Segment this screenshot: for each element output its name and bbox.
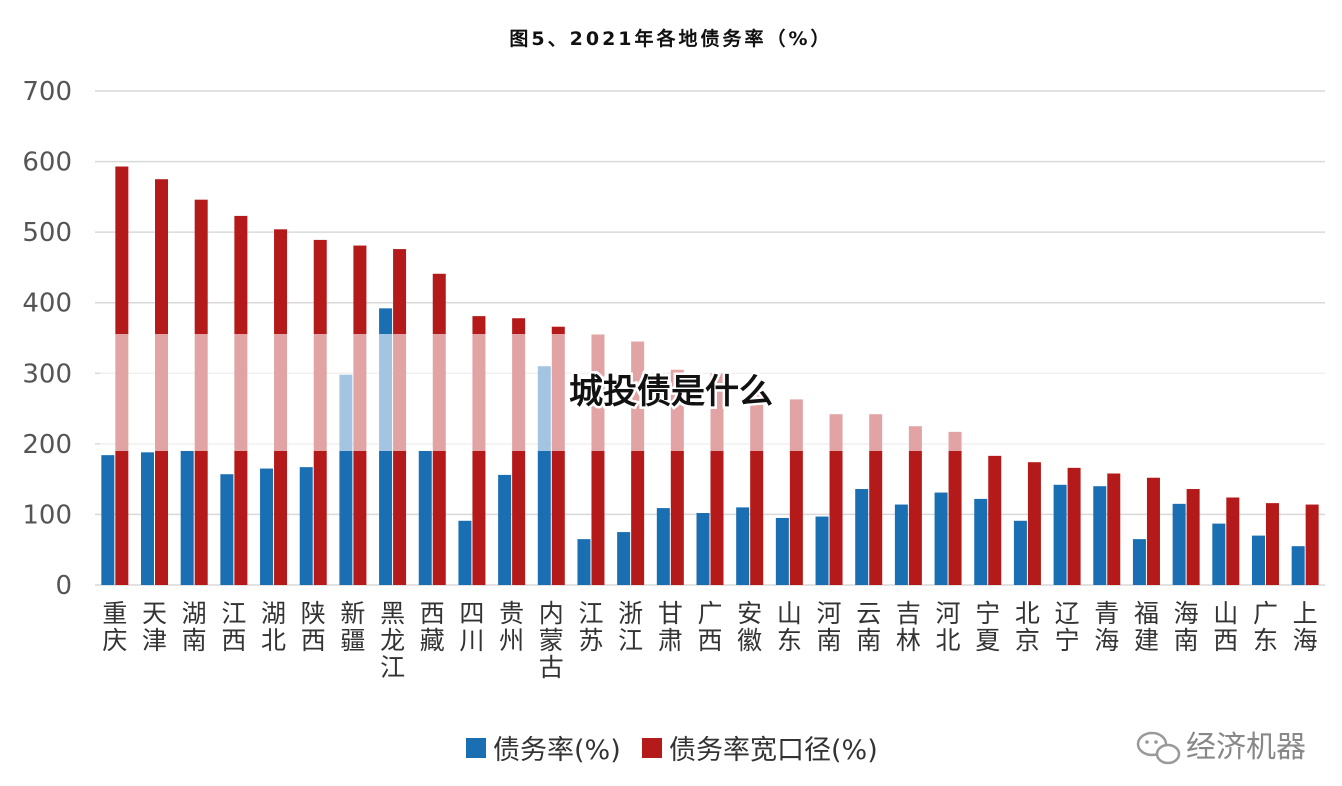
y-tick-label: 300	[22, 359, 72, 389]
bar-debt-rate	[1172, 503, 1186, 585]
y-tick-label: 500	[22, 218, 72, 248]
bar-broad-debt-rate	[1107, 473, 1121, 585]
x-tick-label: 广西	[697, 599, 722, 655]
bar-debt-rate	[180, 450, 194, 585]
x-tick-label: 内蒙古	[539, 599, 564, 682]
x-tick-label: 北京	[1015, 599, 1040, 655]
bar-debt-rate	[696, 513, 710, 585]
legend-swatch-broad-debt-rate	[642, 738, 662, 758]
bar-debt-rate	[1212, 523, 1226, 585]
x-tick-label: 辽宁	[1055, 599, 1080, 655]
legend-label-broad-debt-rate: 债务率宽口径(%)	[669, 735, 878, 766]
x-tick-label: 天津	[142, 599, 167, 655]
bar-broad-debt-rate	[1265, 503, 1279, 585]
bar-debt-rate	[141, 452, 155, 585]
wechat-icon	[1136, 731, 1181, 765]
y-tick-label: 0	[55, 571, 72, 601]
x-tick-label: 黑龙江	[380, 599, 405, 682]
x-tick-label: 安徽	[737, 599, 762, 655]
bar-broad-debt-rate	[948, 431, 962, 585]
bar-debt-rate	[1251, 535, 1265, 585]
bar-broad-debt-rate	[1186, 489, 1200, 585]
x-tick-label: 广东	[1253, 599, 1278, 655]
bar-broad-debt-rate	[1067, 467, 1081, 585]
x-tick-label: 海南	[1174, 599, 1199, 655]
y-tick-label: 600	[22, 148, 72, 178]
x-tick-label: 江苏	[578, 599, 603, 655]
bar-debt-rate	[101, 455, 115, 585]
x-tick-label: 河南	[817, 599, 842, 655]
bar-debt-rate	[894, 504, 908, 585]
x-tick-label: 四川	[459, 599, 484, 655]
bar-debt-rate	[418, 450, 432, 585]
bar-debt-rate	[299, 467, 313, 585]
legend-swatch-debt-rate	[466, 738, 486, 758]
bar-debt-rate	[775, 517, 789, 585]
overlay-caption: 城投债是什么	[569, 372, 773, 412]
x-tick-label: 山西	[1213, 599, 1238, 655]
bar-debt-rate	[974, 498, 988, 585]
x-tick-label: 吉林	[896, 599, 921, 655]
bar-broad-debt-rate	[829, 414, 843, 585]
bar-broad-debt-rate	[869, 414, 883, 585]
bar-debt-rate	[1132, 539, 1146, 585]
fade-band	[100, 334, 1325, 451]
bar-broad-debt-rate	[1146, 477, 1160, 585]
bar-debt-rate	[1093, 486, 1107, 585]
bar-broad-debt-rate	[1226, 497, 1240, 585]
x-tick-label: 西藏	[420, 599, 445, 655]
x-tick-label: 江西	[221, 599, 246, 655]
x-tick-label: 福建	[1134, 599, 1159, 655]
bar-debt-rate	[1291, 546, 1305, 585]
y-axis: 0 100 200 300 400 500 600 700	[22, 77, 72, 601]
bar-debt-rate	[617, 532, 631, 585]
x-tick-label: 浙江	[618, 599, 643, 655]
x-tick-label: 云南	[856, 599, 881, 655]
x-tick-label: 湖北	[261, 599, 286, 655]
x-tick-label: 上海	[1293, 599, 1318, 655]
x-tick-label: 重庆	[102, 599, 127, 655]
bar-broad-debt-rate	[1027, 462, 1041, 585]
bar-debt-rate	[220, 474, 234, 585]
bar-debt-rate	[815, 516, 829, 585]
chart-title: 图5、2021年各地债务率（%）	[509, 27, 832, 50]
bar-debt-rate	[498, 474, 512, 585]
bar-debt-rate	[855, 489, 869, 585]
x-axis: 重庆天津湖南江西湖北陕西新疆黑龙江西藏四川贵州内蒙古江苏浙江甘肃广西安徽山东河南…	[102, 599, 1317, 682]
bar-debt-rate	[577, 539, 591, 585]
bar-debt-rate	[1053, 484, 1067, 585]
legend: 债务率(%) 债务率宽口径(%)	[466, 735, 878, 766]
x-tick-label: 宁夏	[975, 599, 1000, 655]
y-tick-label: 200	[22, 430, 72, 460]
x-tick-label: 山东	[777, 599, 802, 655]
bar-debt-rate	[458, 520, 472, 585]
x-tick-label: 陕西	[301, 599, 326, 655]
bar-debt-rate	[1013, 520, 1027, 585]
x-tick-label: 湖南	[182, 599, 207, 655]
legend-label-debt-rate: 债务率(%)	[493, 735, 621, 766]
bar-broad-debt-rate	[1305, 504, 1319, 585]
bar-debt-rate	[934, 492, 948, 585]
x-tick-label: 青海	[1094, 599, 1119, 655]
x-tick-label: 新疆	[340, 599, 365, 655]
x-tick-label: 甘肃	[658, 599, 683, 655]
y-tick-label: 100	[22, 500, 72, 530]
fade-band-rect	[100, 334, 1325, 451]
watermark: 经济机器	[1136, 730, 1306, 765]
bar-debt-rate	[736, 507, 750, 585]
bar-debt-rate	[260, 468, 274, 585]
x-tick-label: 贵州	[499, 599, 524, 655]
y-tick-label: 400	[22, 289, 72, 319]
watermark-text: 经济机器	[1186, 730, 1306, 765]
bar-broad-debt-rate	[908, 426, 922, 585]
x-tick-label: 河北	[936, 599, 961, 655]
y-tick-label: 700	[22, 77, 72, 107]
bar-debt-rate	[656, 508, 670, 585]
bar-broad-debt-rate	[988, 455, 1002, 585]
